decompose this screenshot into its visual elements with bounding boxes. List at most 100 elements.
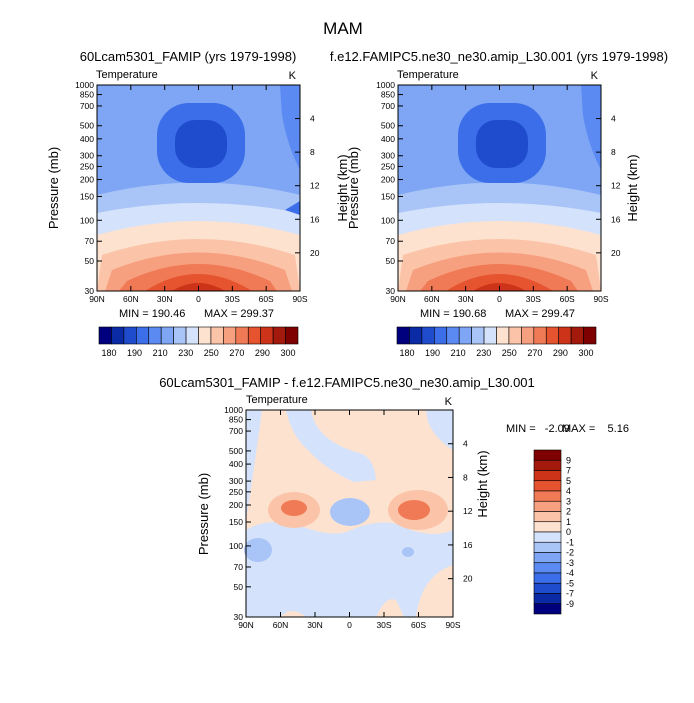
colorbar-swatch (533, 326, 547, 345)
colorbar-label: 0 (566, 527, 571, 537)
colorbar-swatch (421, 326, 435, 345)
y-tick-label: 100 (381, 215, 395, 225)
colorbar-label: -3 (566, 558, 574, 568)
contour-fill (330, 498, 370, 526)
y2-tick-label: 20 (310, 248, 320, 258)
colorbar-swatch (136, 326, 150, 345)
y-tick-label: 150 (381, 191, 395, 201)
panel-2-title: f.e12.FAMIPC5.ne30_ne30.amip_L30.001 (yr… (330, 49, 668, 64)
colorbar-swatch (533, 582, 562, 594)
colorbar-swatch (235, 326, 249, 345)
y-tick-label: 70 (85, 236, 95, 246)
colorbar-swatch (533, 449, 562, 461)
y-tick-label: 250 (381, 161, 395, 171)
colorbar-label: 180 (399, 348, 414, 358)
colorbar-swatch (160, 326, 174, 345)
y2-tick-label: 4 (310, 114, 315, 124)
contour-fill (581, 85, 601, 170)
colorbar-label: 7 (566, 466, 571, 476)
y-tick-label: 30 (85, 286, 95, 296)
panel-2-units: K (591, 70, 599, 82)
contour-fill (446, 274, 553, 291)
colorbar-swatch (521, 326, 535, 345)
y-tick-label: 300 (80, 151, 94, 161)
x-tick-label: 90S (593, 294, 608, 304)
colorbar-swatch (533, 511, 562, 523)
colorbar-swatch (533, 562, 562, 574)
panel-2-field-label: Temperature (397, 69, 459, 81)
y-tick-label: 150 (229, 517, 243, 527)
colorbar-label: -1 (566, 537, 574, 547)
colorbar-label: -7 (566, 589, 574, 599)
y-tick-label: 150 (80, 191, 94, 201)
contour-fill (281, 500, 307, 516)
panel-2-max-label: MAX = 299.47 (505, 308, 575, 320)
panel-1-max-label: MAX = 299.37 (204, 308, 274, 320)
colorbar-label: 2 (566, 507, 571, 517)
contour-fill (398, 500, 430, 520)
colorbar-label: 180 (101, 348, 116, 358)
colorbar-label: 300 (280, 348, 295, 358)
contour-fill (281, 611, 306, 617)
colorbar-swatch (123, 326, 137, 345)
panel-3-ticks: 3050701001502002503004005007008501000481… (224, 405, 473, 630)
panel-2-colorbar: 180 190 210 230 250 270 290 300 (396, 326, 597, 358)
colorbar-swatch (409, 326, 423, 345)
y-tick-label: 100 (80, 215, 94, 225)
colorbar-label: 3 (566, 496, 571, 506)
colorbar-swatch (483, 326, 497, 345)
panel-2: f.e12.FAMIPC5.ne30_ne30.amip_L30.001 (yr… (330, 49, 668, 358)
panel-1-field-label: Temperature (96, 69, 158, 81)
x-tick-label: 30N (307, 620, 323, 630)
colorbar-label: 230 (178, 348, 193, 358)
y-tick-label: 200 (229, 500, 243, 510)
y-tick-label: 50 (85, 256, 95, 266)
panel-3-max-label: MAX = 5.16 (562, 423, 629, 435)
panel-1-ticks: 3050701001502002503004005007008501000481… (75, 80, 320, 304)
y2-tick-label: 16 (463, 540, 473, 550)
contour-fill (145, 274, 252, 291)
colorbar-swatch (533, 593, 562, 605)
y-tick-label: 700 (381, 101, 395, 111)
colorbar-swatch (285, 326, 299, 345)
colorbar-label: 270 (527, 348, 542, 358)
colorbar-swatch (533, 470, 562, 482)
panel-1-y-label: Pressure (mb) (46, 147, 61, 229)
colorbar-swatch (533, 572, 562, 584)
x-tick-label: 60N (273, 620, 289, 630)
y-tick-label: 200 (80, 175, 94, 185)
colorbar-label: -4 (566, 568, 574, 578)
colorbar-swatch (533, 459, 562, 471)
colorbar-swatch (533, 480, 562, 492)
colorbar-swatch (533, 603, 562, 615)
colorbar-label: 300 (578, 348, 593, 358)
panel-1-title: 60Lcam5301_FAMIP (yrs 1979-1998) (80, 49, 297, 64)
y-tick-label: 500 (381, 121, 395, 131)
contour-fill (376, 599, 404, 617)
colorbar-swatch (496, 326, 510, 345)
panel-3-units: K (445, 396, 453, 408)
x-tick-label: 60S (411, 620, 426, 630)
y2-tick-label: 12 (463, 506, 473, 516)
y-tick-label: 30 (386, 286, 396, 296)
colorbar-swatch (545, 326, 559, 345)
panel-3-min-label: MIN = -2.09 (506, 423, 570, 435)
y-tick-label: 1000 (75, 80, 94, 90)
y-tick-label: 200 (381, 175, 395, 185)
colorbar-swatch (446, 326, 460, 345)
x-tick-label: 30S (376, 620, 391, 630)
panel-1-min-label: MIN = 190.46 (119, 308, 185, 320)
colorbar-label: 5 (566, 476, 571, 486)
y-tick-label: 400 (381, 134, 395, 144)
colorbar-swatch (210, 326, 224, 345)
panel-3-y2-label: Height (km) (475, 450, 490, 517)
colorbar-label: 210 (153, 348, 168, 358)
colorbar-swatch (533, 500, 562, 512)
colorbar-label: 270 (229, 348, 244, 358)
panel-1-y2-label: Height (km) (335, 154, 350, 221)
colorbar-swatch (260, 326, 274, 345)
colorbar-label: 190 (127, 348, 142, 358)
colorbar-swatch (247, 326, 261, 345)
y-tick-label: 500 (80, 121, 94, 131)
y-tick-label: 100 (229, 541, 243, 551)
